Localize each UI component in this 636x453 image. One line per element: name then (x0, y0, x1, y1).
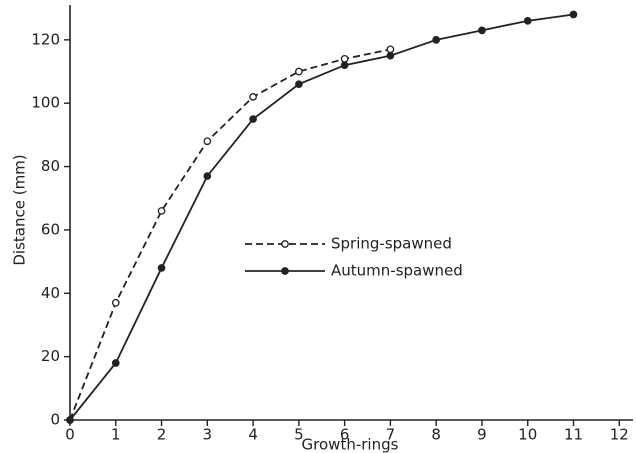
x-tick-label: 0 (65, 426, 75, 444)
point (569, 10, 578, 19)
point (249, 115, 257, 123)
point (111, 359, 120, 367)
x-tick-label: 12 (610, 426, 629, 444)
y-tick-label: 100 (31, 94, 60, 112)
point (340, 55, 349, 63)
y-tick-label: 120 (31, 30, 60, 48)
y-tick-label: 80 (41, 157, 60, 175)
point (157, 264, 166, 272)
series-line (69, 48, 391, 421)
y-tick-label: 0 (50, 411, 60, 429)
y-tick-label: 60 (41, 220, 60, 238)
point (523, 16, 532, 25)
point (386, 51, 395, 60)
point (295, 67, 303, 76)
point (386, 45, 395, 54)
point (249, 93, 257, 101)
y-tick-label: 40 (41, 284, 60, 302)
x-tick-label: 10 (518, 426, 537, 444)
x-tick-label: 6 (340, 426, 350, 444)
point (203, 172, 212, 180)
x-tick-label: 8 (431, 426, 441, 444)
y-tick-label: 20 (41, 347, 60, 365)
series-line (69, 13, 574, 421)
point (295, 80, 303, 89)
x-tick-label: 2 (157, 426, 167, 444)
legend-marker (281, 267, 289, 275)
point (432, 35, 441, 44)
point (157, 207, 166, 215)
x-tick-label: 7 (386, 426, 396, 444)
x-tick-label: 5 (294, 426, 304, 444)
legend-label: Spring-spawned (331, 235, 452, 253)
point (111, 298, 120, 307)
point (340, 61, 349, 70)
point (478, 26, 486, 35)
legend-label: Autumn-spawned (331, 262, 463, 280)
x-axis-label: Growth-rings (302, 436, 399, 453)
x-tick-label: 4 (248, 426, 258, 444)
point (66, 416, 74, 424)
legend-marker (281, 240, 289, 248)
y-axis-label: Distance (mm) (11, 154, 29, 265)
point (203, 137, 212, 146)
x-tick-label: 1 (111, 426, 121, 444)
x-tick-label: 3 (203, 426, 213, 444)
x-tick-label: 9 (477, 426, 487, 444)
x-tick-label: 11 (564, 426, 583, 444)
